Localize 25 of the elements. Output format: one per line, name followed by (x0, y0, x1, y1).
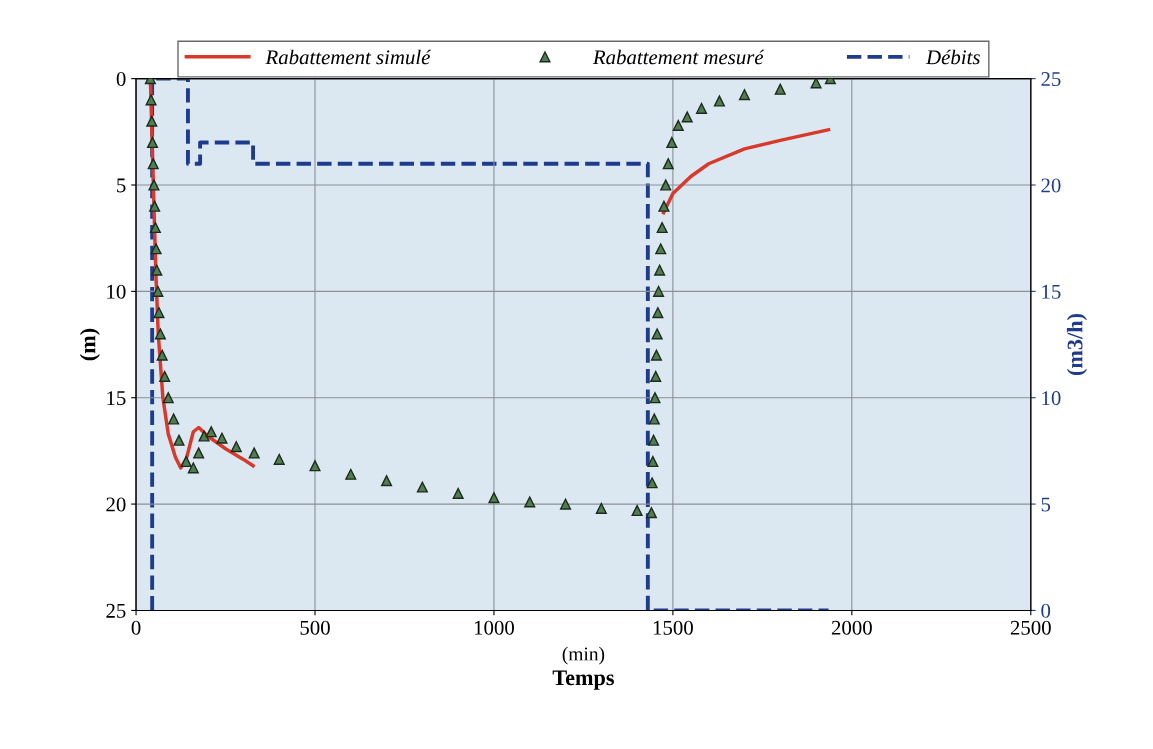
y-axis-title: (m) (79, 328, 100, 361)
y-tick-label: 5 (117, 178, 126, 193)
x-tick-label: 2500 (1010, 620, 1051, 635)
y2-tick-label: 20 (1041, 178, 1061, 193)
y2-tick-label: 15 (1042, 284, 1061, 299)
legend-label: Rabattement mesuré (592, 49, 765, 65)
x-tick-label: 2000 (831, 620, 872, 635)
legend-label: Rabattement simulé (265, 49, 432, 65)
x-tick-label: 1500 (653, 620, 693, 635)
x-tick-label: 0 (131, 620, 141, 635)
y-tick-label: 0 (116, 72, 126, 87)
y2-axis-title: (m3/h) (1066, 314, 1088, 376)
y-tick-label: 15 (107, 391, 126, 406)
x-axis-title: Temps (552, 670, 614, 690)
text: (min) (562, 646, 605, 665)
legend-label: Débits (925, 49, 980, 65)
y-tick-label: 10 (107, 284, 126, 299)
y2-tick-label: 25 (1041, 72, 1061, 87)
y2-tick-label: 10 (1042, 391, 1061, 406)
y2-tick-label: 0 (1041, 603, 1051, 618)
y2-tick-label: 5 (1041, 497, 1051, 512)
y-tick-label: 25 (106, 603, 126, 618)
x-tick-label: 1000 (474, 620, 514, 635)
x-tick-label: 500 (300, 620, 330, 635)
y-tick-label: 20 (106, 497, 126, 512)
